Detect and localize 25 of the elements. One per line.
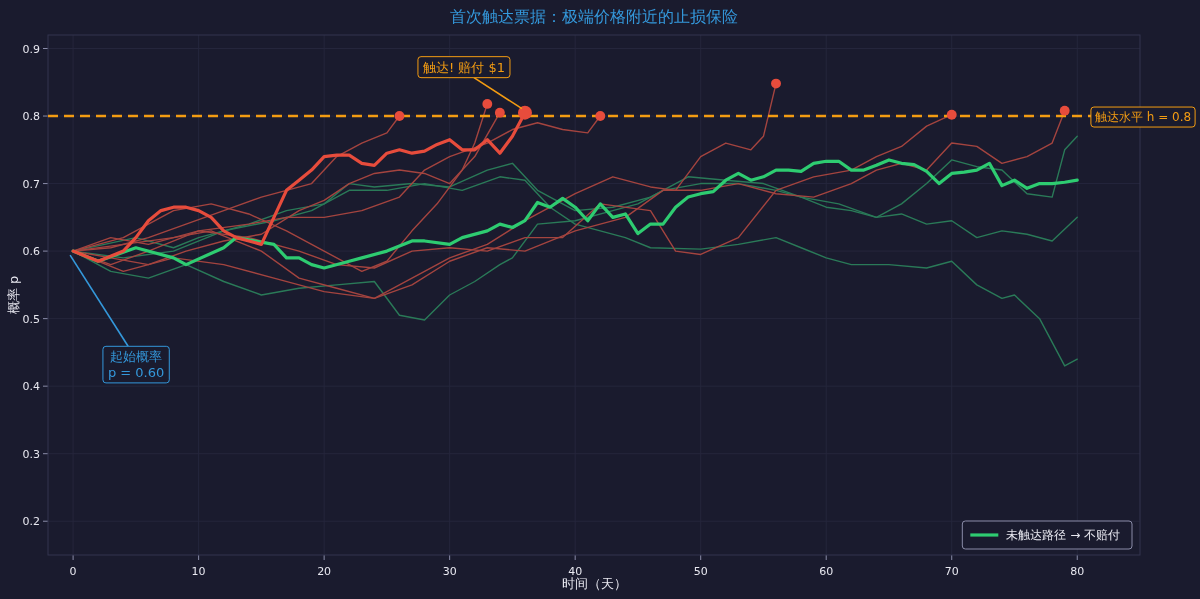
x-tick-label: 50 xyxy=(693,565,708,578)
annotation: 起始概率 p = 0.60 xyxy=(107,349,165,380)
x-tick-label: 0 xyxy=(69,565,77,578)
x-tick-label: 10 xyxy=(191,565,206,578)
y-tick-label: 0.3 xyxy=(22,447,40,461)
ref-line-label: 触达水平 h = 0.8 xyxy=(1094,110,1192,125)
y-tick-label: 0.7 xyxy=(22,177,40,191)
y-tick-label: 0.6 xyxy=(22,245,40,259)
x-tick-label: 70 xyxy=(944,565,959,578)
y-tick-label: 0.5 xyxy=(22,312,40,326)
y-tick-label: 0.2 xyxy=(22,515,40,529)
x-tick-label: 20 xyxy=(317,565,332,578)
y-tick-label: 0.8 xyxy=(22,110,40,124)
x-tick-label: 80 xyxy=(1070,565,1085,578)
x-tick-label: 60 xyxy=(819,565,834,578)
x-tick-label: 40 xyxy=(568,565,583,578)
x-axis-title: 时间（天） xyxy=(561,576,627,591)
legend: 未触达路径 → 不赔付 xyxy=(961,520,1133,550)
x-tick-label: 30 xyxy=(442,565,457,578)
y-axis-title: 概率 p xyxy=(6,275,21,315)
annotation: 触达! 赔付 $1 xyxy=(422,59,505,75)
y-tick-label: 0.4 xyxy=(22,380,40,394)
legend-label: 未触达路径 → 不赔付 xyxy=(1006,528,1120,542)
y-tick-label: 0.9 xyxy=(22,42,40,56)
chart-title: 首次触达票据：极端价格附近的止损保险 xyxy=(450,7,738,26)
